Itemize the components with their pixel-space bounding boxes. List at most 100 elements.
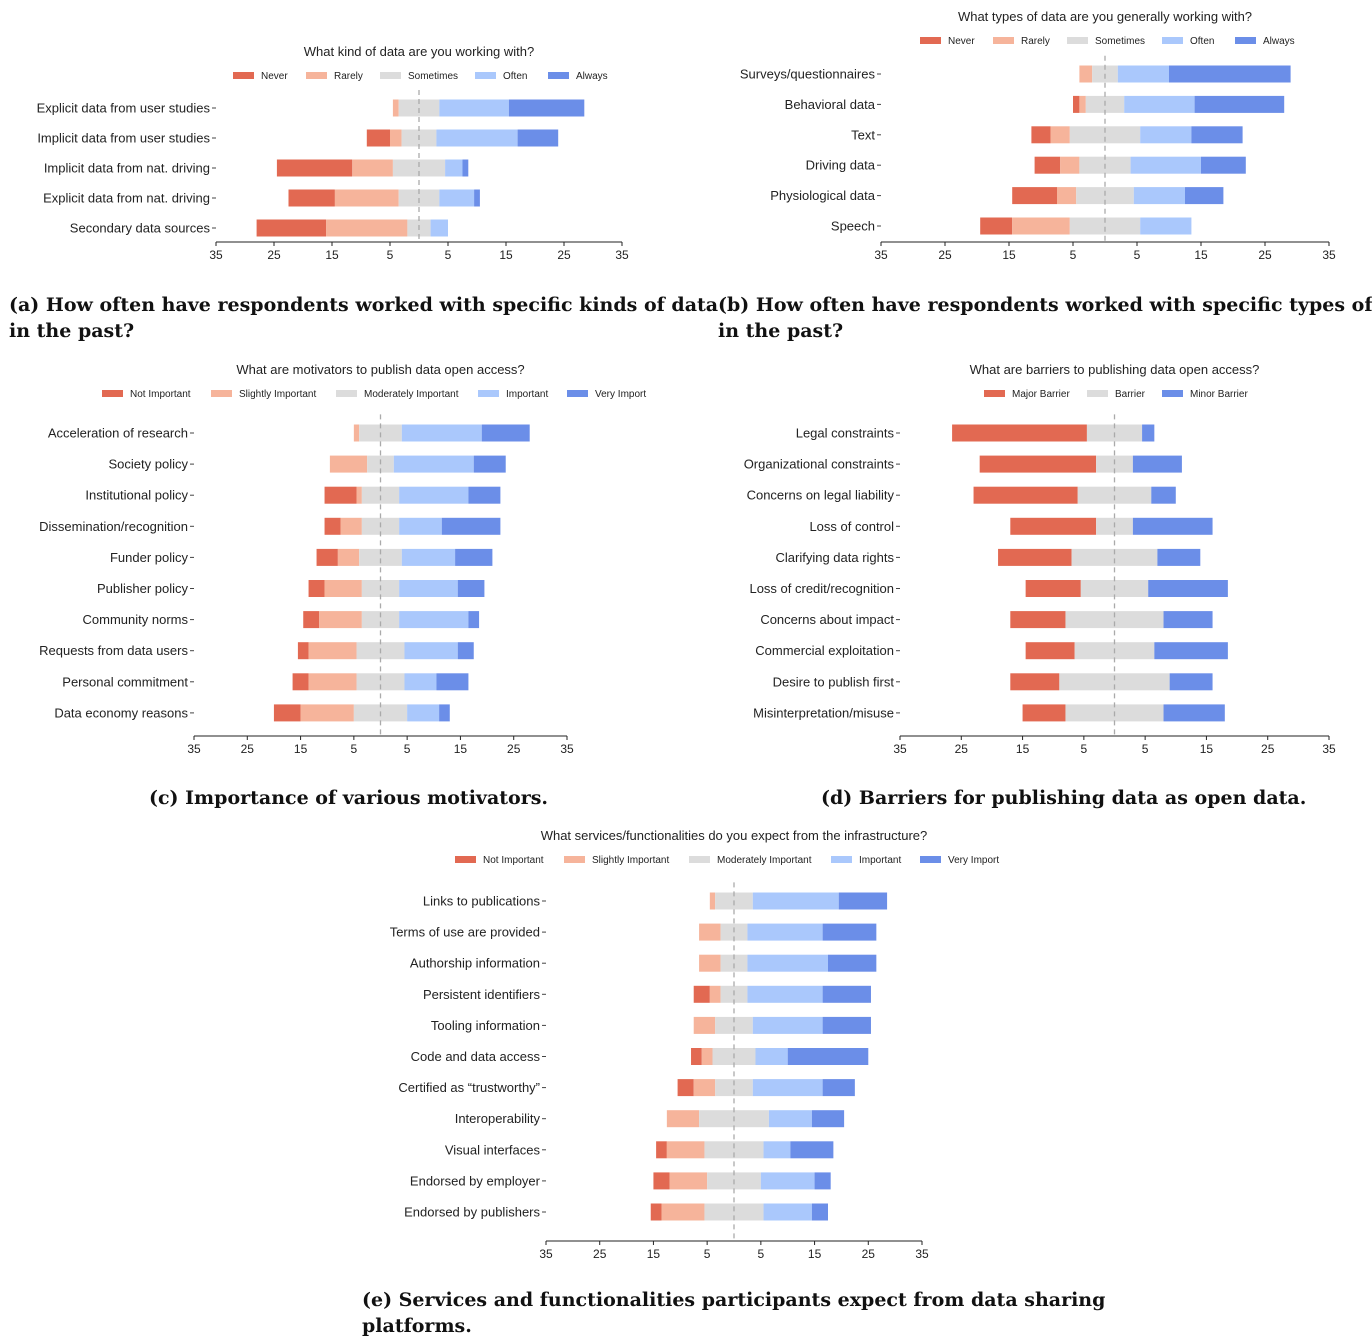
bar-segment [979, 455, 1097, 473]
x-tick-label: 25 [557, 248, 571, 262]
category-label: Visual interfaces [445, 1142, 541, 1157]
legend-swatch [475, 72, 496, 79]
legend-label: Sometimes [408, 71, 458, 82]
bar-segment [508, 99, 585, 117]
legend-swatch [1087, 390, 1108, 397]
bar-segment [1010, 673, 1060, 691]
panel-caption: in the past? [9, 320, 134, 342]
bar-segment [316, 548, 338, 566]
bar-segment [814, 1172, 831, 1190]
bar-segment [361, 486, 400, 504]
x-tick-label: 25 [955, 742, 969, 756]
bar-segment [300, 704, 354, 722]
legend-swatch [233, 72, 254, 79]
legend: Not Important Slightly Important Moderatel… [455, 855, 999, 866]
category-label: Publisher policy [97, 581, 189, 596]
panel-caption: in the past? [718, 320, 843, 342]
bar-segment [1132, 517, 1213, 535]
category-label: Concerns on legal liability [747, 488, 895, 503]
x-tick-label: 35 [874, 248, 888, 262]
x-tick-label: 25 [241, 742, 255, 756]
bar-segment [1194, 95, 1285, 113]
bar-segment [980, 217, 1013, 235]
bar-segment [704, 1203, 764, 1221]
category-label: Text [851, 127, 875, 142]
x-tick-label: 5 [1081, 742, 1088, 756]
category-label: Loss of credit/recognition [749, 581, 894, 596]
legend-label: Important [859, 855, 901, 866]
bar-segment [838, 892, 888, 910]
bar-segment [693, 1079, 716, 1097]
bar-segment [677, 1079, 694, 1097]
category-label: Authorship information [410, 956, 540, 971]
bar-segment [1169, 673, 1213, 691]
bar-segment [1133, 187, 1185, 205]
bar-segment [747, 954, 828, 972]
bar-segment [811, 1203, 828, 1221]
bar-segment [752, 1079, 823, 1097]
x-tick-label: 5 [404, 742, 411, 756]
legend-swatch [336, 390, 357, 397]
bar-segment [666, 1110, 700, 1128]
bar-segment [973, 486, 1078, 504]
category-label: Surveys/questionnaires [740, 67, 876, 82]
bar-segment [763, 1203, 812, 1221]
bar-segment [1065, 611, 1164, 629]
x-tick-label: 25 [938, 248, 952, 262]
bar-segment [755, 1048, 788, 1065]
bar-segment [661, 1203, 705, 1221]
bar-segment [1148, 580, 1228, 597]
chart-title: What are barriers to publishing data ope… [970, 362, 1260, 377]
panel-caption: (b) How often have respondents worked wi… [718, 294, 1372, 316]
legend-swatch [478, 390, 499, 397]
legend-label: Never [261, 71, 288, 82]
bar-segment [441, 517, 501, 535]
legend-swatch [920, 856, 941, 863]
bar-segment [399, 517, 442, 535]
x-tick-label: 25 [1258, 248, 1272, 262]
x-tick-label: 25 [593, 1247, 607, 1261]
bar-segment [811, 1110, 845, 1128]
bar-segment [768, 1110, 812, 1128]
chart-panel-a: What kind of data are you working with? N… [9, 44, 718, 342]
legend-swatch [380, 72, 401, 79]
x-tick-label: 5 [387, 248, 394, 262]
category-label: Personal commitment [62, 674, 188, 689]
bar-segment [353, 424, 360, 442]
category-label: Acceleration of research [48, 426, 188, 441]
bar-segment [1077, 486, 1152, 504]
category-label: Speech [831, 219, 875, 234]
bar-segment [340, 517, 362, 535]
bar-segment [352, 159, 393, 177]
category-label: Organizational constraints [744, 457, 895, 472]
category-label: Tooling information [431, 1018, 540, 1033]
category-label: Legal constraints [796, 426, 895, 441]
legend-label: Often [503, 71, 527, 82]
bar-segment [709, 892, 716, 910]
category-label: Concerns about impact [760, 612, 894, 627]
bar-segment [392, 159, 446, 177]
bar-segment [455, 548, 493, 566]
x-tick-label: 35 [539, 1247, 553, 1261]
bar-segment [1157, 548, 1201, 566]
x-tick-label: 35 [615, 248, 629, 262]
panel-caption: (a) How often have respondents worked wi… [9, 294, 718, 316]
chart-panel-d: What are barriers to publishing data ope… [744, 362, 1336, 809]
x-tick-label: 5 [704, 1247, 711, 1261]
bar-segment [701, 1048, 713, 1065]
bar-segment [1071, 548, 1158, 566]
x-tick-label: 15 [647, 1247, 661, 1261]
x-tick-label: 15 [1194, 248, 1208, 262]
x-tick-label: 15 [808, 1247, 822, 1261]
bar-segment [256, 219, 327, 237]
bar-segment [337, 548, 360, 566]
legend-swatch [567, 390, 588, 397]
legend-swatch [831, 856, 852, 863]
bar-segment [401, 548, 456, 566]
bar-segment [822, 1079, 855, 1097]
bar-segment [356, 486, 362, 504]
bar-segment [439, 99, 509, 117]
category-label: Behavioral data [785, 97, 876, 112]
legend-label: Major Barrier [1012, 389, 1070, 400]
legend-label: Important [506, 389, 548, 400]
